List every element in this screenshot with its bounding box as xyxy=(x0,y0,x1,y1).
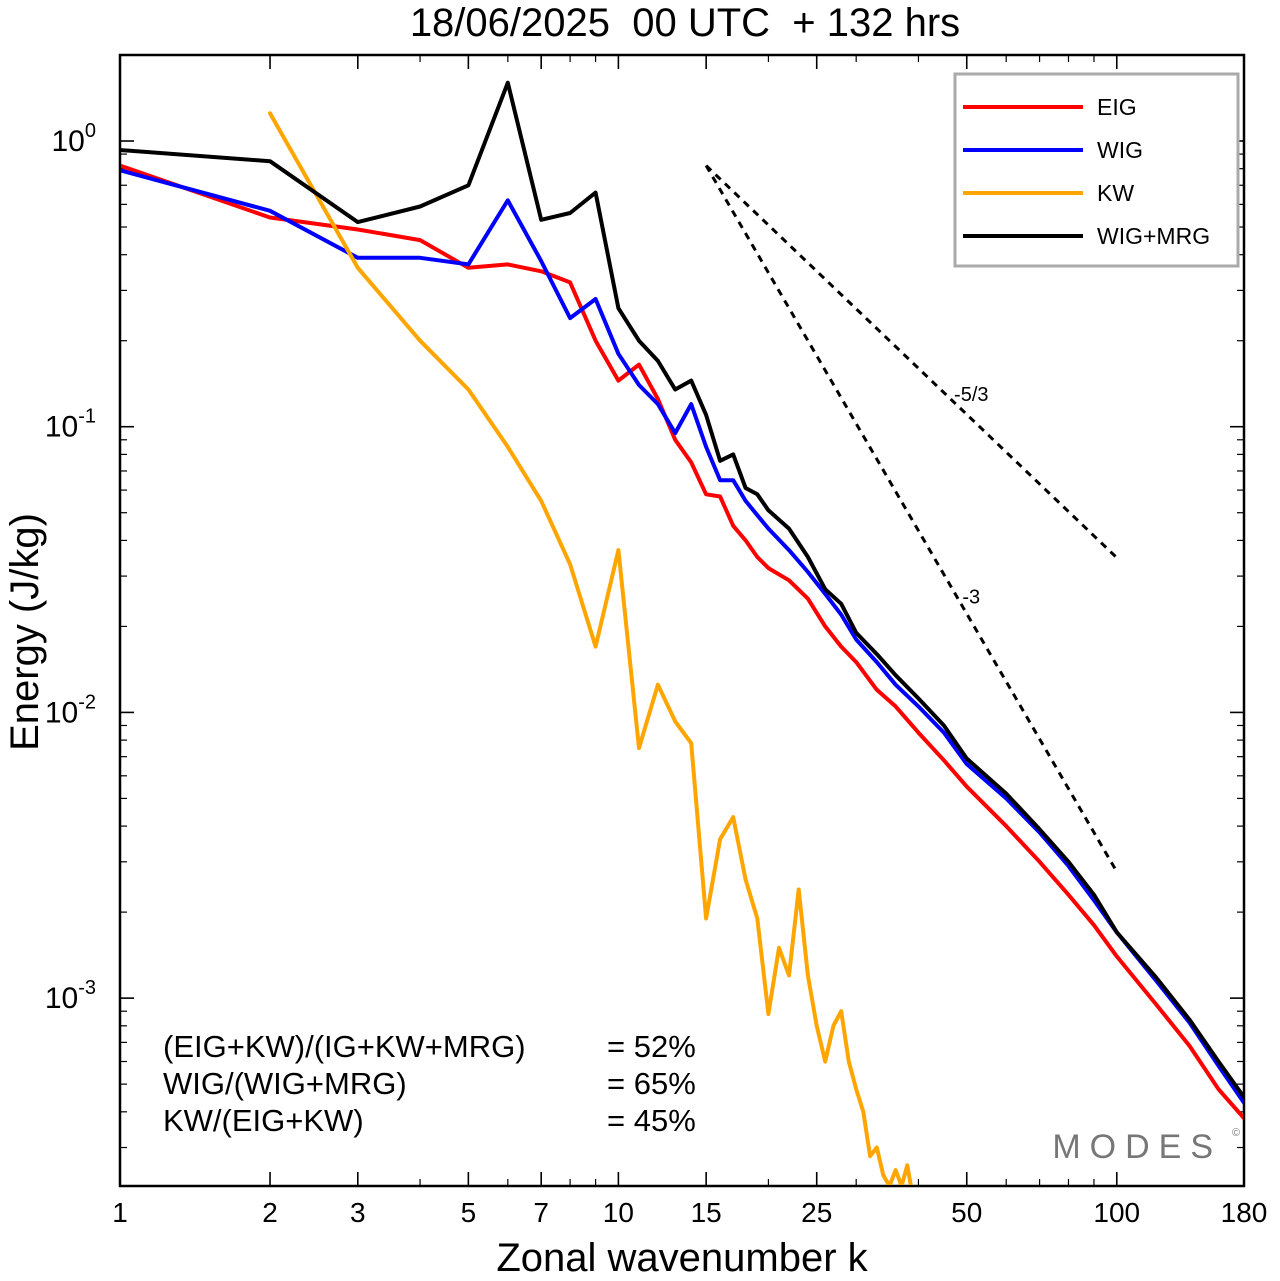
watermark: MODES © xyxy=(1052,1127,1240,1166)
y-tick-label: 100 xyxy=(52,120,97,158)
legend: EIG WIG KW WIG+MRG xyxy=(953,72,1240,268)
annotation-value: = 65% xyxy=(607,1066,696,1101)
x-tick-label: 5 xyxy=(461,1197,477,1228)
x-tick-label: 7 xyxy=(533,1197,549,1228)
series-line-wig xyxy=(121,168,1243,1105)
y-tick-labels: 100 10-1 10-2 10-3 xyxy=(45,120,96,1015)
series-line-wig-mrg xyxy=(121,80,1243,1099)
annotation-value: = 45% xyxy=(607,1103,696,1138)
y-axis-label: Energy (J/kg) xyxy=(3,513,47,751)
plot-frame xyxy=(118,53,1246,1188)
legend-label: EIG xyxy=(1097,94,1137,120)
reference-slope-labels: -5/3 -3 xyxy=(954,384,988,609)
reference-line-label: -3 xyxy=(962,587,980,609)
reference-line xyxy=(705,164,1118,559)
reference-slope-lines xyxy=(704,164,1119,873)
ratio-annotations: (EIG+KW)/(IG+KW+MRG) = 52% WIG/(WIG+MRG) = … xyxy=(163,1029,696,1138)
y-tick-label: 10-1 xyxy=(45,406,96,444)
x-axis-label: Zonal wavenumber k xyxy=(496,1236,868,1280)
legend-label: KW xyxy=(1097,180,1134,206)
annotation-label: WIG/(WIG+MRG) xyxy=(163,1066,407,1101)
series-line-kw xyxy=(268,111,913,1185)
x-tick-label: 3 xyxy=(350,1197,366,1228)
reference-line-label: -5/3 xyxy=(954,384,988,406)
x-tick-label: 50 xyxy=(951,1197,982,1228)
reference-line xyxy=(704,164,1119,873)
x-tick-label: 25 xyxy=(801,1197,832,1228)
annotation-label: (EIG+KW)/(IG+KW+MRG) xyxy=(163,1029,526,1064)
x-tick-label: 15 xyxy=(691,1197,722,1228)
modes-watermark: MODES xyxy=(1052,1128,1222,1166)
x-tick-label: 10 xyxy=(603,1197,634,1228)
y-tick-label: 10-2 xyxy=(45,691,96,729)
y-tick-label: 10-3 xyxy=(45,977,96,1015)
copyright-mark: © xyxy=(1232,1127,1240,1139)
chart-title: 18/06/2025 00 UTC + 132 hrs xyxy=(410,1,960,45)
legend-label: WIG+MRG xyxy=(1097,223,1210,249)
x-tick-label: 1 xyxy=(112,1197,128,1228)
x-tick-labels: 1 2 3 5 7 10 15 25 50 100 180 xyxy=(112,1197,1267,1228)
series-line-eig xyxy=(121,163,1243,1120)
x-tick-label: 2 xyxy=(262,1197,278,1228)
annotation-value: = 52% xyxy=(607,1029,696,1064)
legend-label: WIG xyxy=(1097,137,1143,163)
x-tick-label: 180 xyxy=(1221,1197,1268,1228)
x-tick-label: 100 xyxy=(1093,1197,1140,1228)
annotation-label: KW/(EIG+KW) xyxy=(163,1103,364,1138)
data-series xyxy=(121,80,1243,1185)
